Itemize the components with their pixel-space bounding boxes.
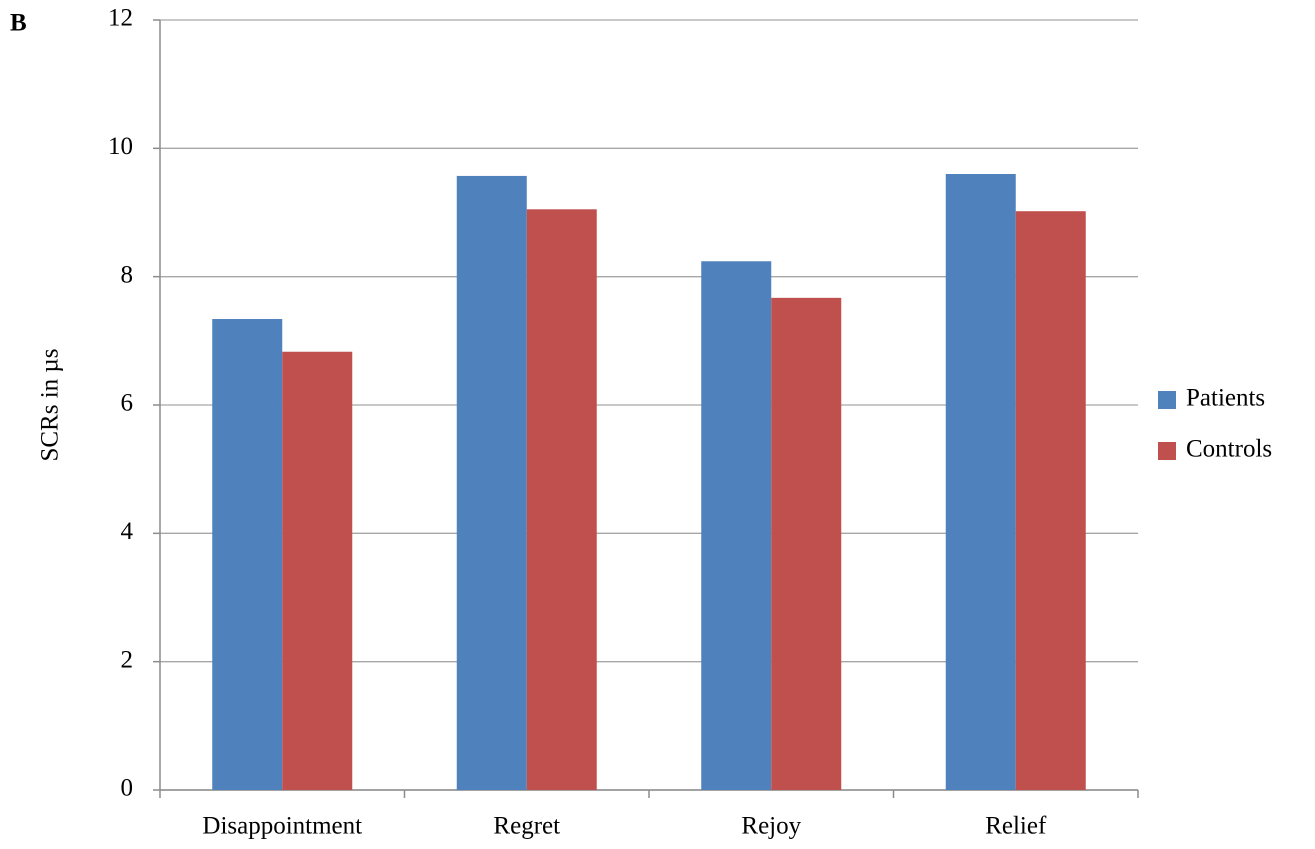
y-tick-label: 0: [121, 775, 134, 802]
y-tick-label: 4: [121, 518, 134, 545]
y-axis-label: SCRs in µs: [37, 348, 64, 461]
bar: [701, 261, 772, 790]
legend-swatch: [1158, 391, 1176, 409]
legend-swatch: [1158, 442, 1176, 460]
y-tick-label: 12: [108, 5, 133, 32]
y-tick-label: 6: [121, 390, 134, 417]
legend-label: Patients: [1186, 385, 1265, 412]
x-tick-label: Relief: [985, 813, 1047, 840]
y-tick-label: 8: [121, 261, 134, 288]
bar: [212, 319, 283, 790]
legend-label: Controls: [1186, 436, 1272, 463]
y-tick-label: 2: [121, 646, 134, 673]
x-tick-label: Rejoy: [741, 813, 801, 840]
bar: [526, 209, 597, 790]
x-tick-label: Disappointment: [202, 813, 362, 840]
bar: [945, 174, 1016, 790]
bar: [1015, 211, 1086, 790]
y-tick-label: 10: [108, 133, 133, 160]
bar: [282, 351, 353, 790]
x-tick-label: Regret: [493, 813, 560, 840]
panel-label: B: [10, 10, 27, 37]
bar: [771, 297, 842, 790]
bar: [456, 175, 527, 791]
